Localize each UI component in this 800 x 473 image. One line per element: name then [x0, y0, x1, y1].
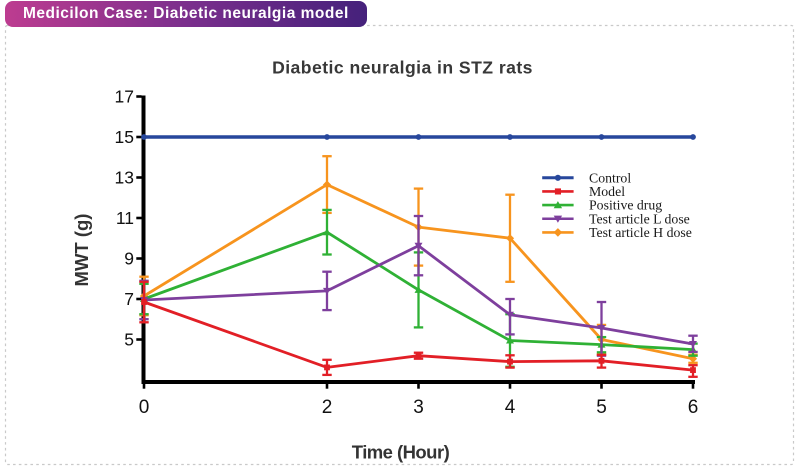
svg-text:15: 15 — [115, 127, 134, 147]
svg-text:13: 13 — [115, 168, 134, 188]
svg-text:6: 6 — [688, 397, 699, 418]
svg-text:17: 17 — [115, 87, 134, 107]
svg-text:Diabetic neuralgia in STZ rats: Diabetic neuralgia in STZ rats — [272, 58, 533, 78]
svg-text:Time (Hour): Time (Hour) — [352, 442, 450, 463]
svg-text:Test article L dose: Test article L dose — [589, 211, 690, 226]
svg-text:0: 0 — [139, 397, 150, 418]
svg-text:Model: Model — [589, 184, 625, 199]
svg-text:5: 5 — [596, 397, 607, 418]
svg-text:Control: Control — [589, 170, 631, 185]
svg-text:11: 11 — [116, 208, 134, 228]
svg-text:Positive drug: Positive drug — [589, 198, 662, 213]
svg-text:MWT (g): MWT (g) — [71, 214, 92, 287]
svg-text:5: 5 — [124, 330, 134, 350]
svg-text:Test article H dose: Test article H dose — [589, 225, 692, 240]
svg-text:2: 2 — [322, 397, 333, 418]
svg-text:4: 4 — [505, 397, 516, 418]
svg-text:9: 9 — [124, 249, 134, 269]
svg-text:7: 7 — [124, 289, 134, 309]
svg-text:3: 3 — [413, 397, 424, 418]
